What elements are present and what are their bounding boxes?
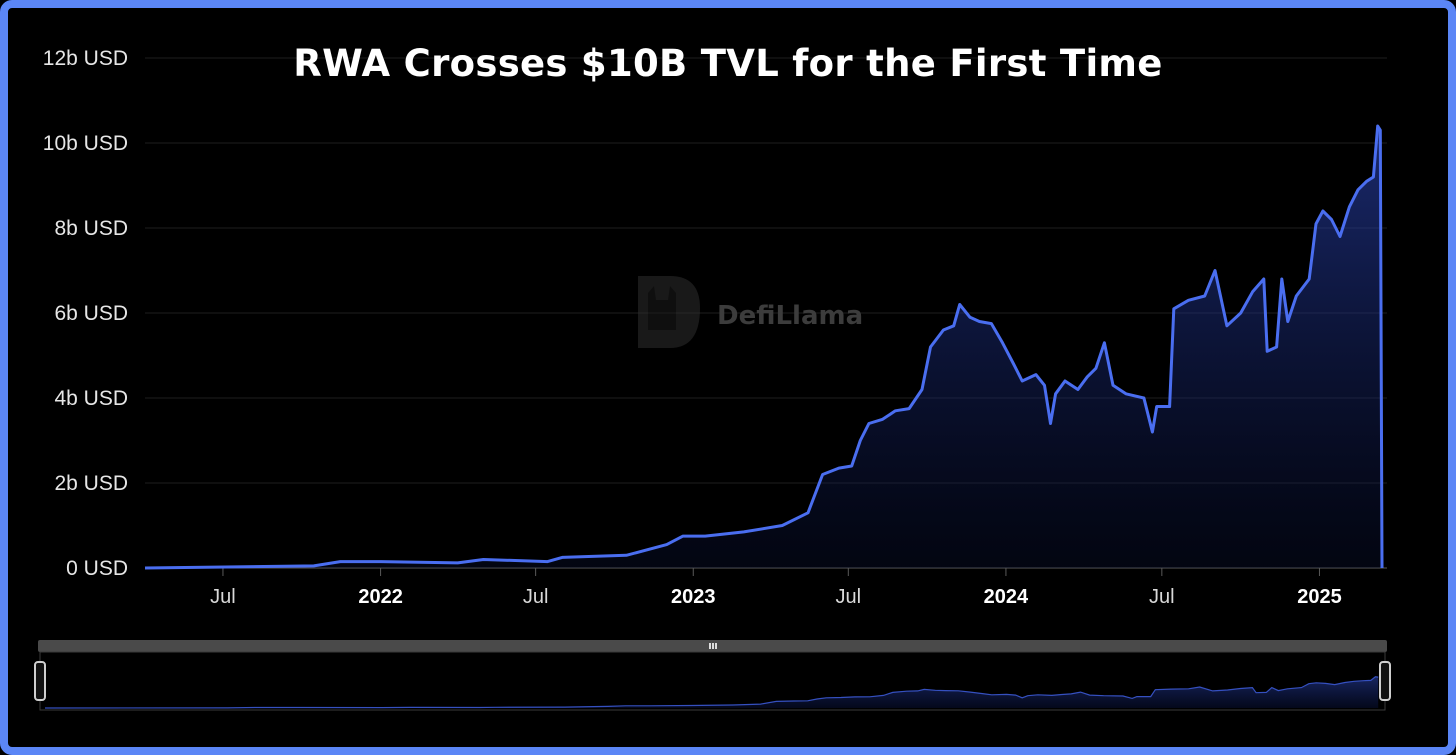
- x-axis: Jul 2022 Jul 2023 Jul 2024 Jul 2025: [210, 568, 1342, 608]
- y-tick-label: 12b USD: [43, 47, 128, 70]
- navigator-line: [44, 676, 1379, 709]
- x-tick-label: 2022: [358, 586, 403, 608]
- y-tick-label: 6b USD: [54, 302, 128, 325]
- y-tick-label: 0 USD: [66, 557, 128, 580]
- series-line: [144, 124, 1384, 570]
- series-area: [145, 126, 1382, 568]
- x-tick-label: Jul: [836, 586, 862, 608]
- grip-lines-icon[interactable]: [709, 643, 717, 649]
- navigator-area: [45, 676, 1379, 708]
- watermark-text: DefiLlama: [717, 301, 863, 331]
- x-tick-label: Jul: [523, 586, 549, 608]
- llama-logo-icon: [638, 276, 700, 348]
- chart-title: RWA Crosses $10B TVL for the First Time: [293, 42, 1163, 85]
- watermark: DefiLlama: [638, 276, 863, 348]
- navigator-left-handle[interactable]: [34, 661, 46, 701]
- x-tick-label: 2023: [671, 586, 716, 608]
- y-tick-label: 10b USD: [43, 132, 128, 155]
- x-tick-label: 2024: [984, 586, 1029, 608]
- range-navigator[interactable]: [34, 640, 1391, 711]
- navigator-right-handle[interactable]: [1379, 661, 1391, 701]
- gridlines: [145, 57, 1387, 569]
- chart: 0 USD 2b USD 4b USD 6b USD 8b USD 10b USD 12b …: [34, 47, 1391, 711]
- data-series: [144, 124, 1384, 570]
- y-axis: 0 USD 2b USD 4b USD 6b USD 8b USD 10b USD 12b …: [43, 47, 128, 580]
- x-tick-label: Jul: [1149, 586, 1175, 608]
- y-tick-label: 2b USD: [54, 472, 128, 495]
- y-tick-label: 8b USD: [54, 217, 128, 240]
- navigator-series: [44, 676, 1379, 709]
- y-tick-label: 4b USD: [54, 387, 128, 410]
- x-tick-label: Jul: [210, 586, 236, 608]
- x-tick-label: 2025: [1297, 586, 1342, 608]
